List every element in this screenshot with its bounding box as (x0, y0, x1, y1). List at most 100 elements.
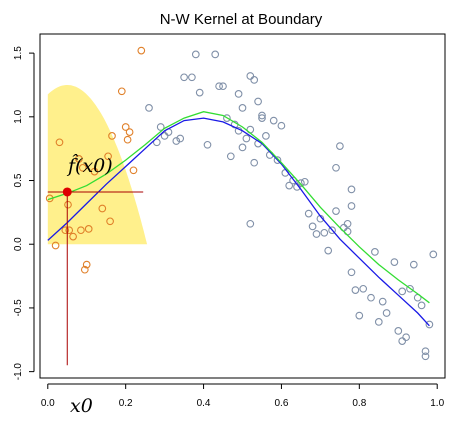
data-point-outside (152, 138, 161, 147)
data-point-outside (203, 140, 212, 149)
x-tick-label: 0.8 (352, 398, 366, 409)
data-point-outside (219, 82, 227, 91)
data-point-outside (312, 230, 321, 238)
kernel-window-layer (47, 85, 148, 245)
data-point-in-window (55, 138, 64, 147)
data-point-outside (367, 293, 375, 302)
data-point-outside (195, 88, 204, 97)
data-point-outside (289, 176, 297, 185)
data-point-outside (390, 258, 399, 266)
data-point-outside (156, 123, 165, 131)
y-tick-label: 0.0 (13, 237, 24, 251)
data-point-outside (262, 132, 270, 140)
data-point-outside (332, 207, 340, 215)
data-point-outside (223, 114, 231, 122)
x-tick-label: 0.0 (41, 398, 55, 409)
green-curve (47, 111, 430, 304)
data-point-outside (269, 116, 278, 125)
data-point-outside (359, 284, 368, 293)
data-point-in-window (117, 87, 126, 96)
y-tick-label: 1.0 (13, 109, 24, 123)
x-tick-label: 1.0 (430, 398, 444, 409)
data-point-outside (378, 297, 387, 306)
data-point-outside (324, 246, 333, 255)
data-point-outside (188, 73, 196, 82)
data-point-outside (285, 181, 294, 190)
data-point-in-window (106, 217, 114, 226)
data-point-outside (320, 228, 329, 237)
data-point-outside (371, 248, 379, 256)
data-point-outside (242, 134, 251, 143)
points-outside-layer (145, 50, 438, 361)
x-tick-label: 0.6 (274, 398, 288, 409)
data-point-in-window (104, 152, 112, 161)
data-point-outside (402, 333, 410, 342)
data-point-in-window (123, 135, 132, 144)
data-point-in-window (61, 226, 70, 235)
curves-layer (47, 111, 430, 327)
data-point-outside (382, 309, 391, 317)
estimate-marker-layer (47, 187, 144, 366)
data-point-outside (191, 50, 200, 59)
data-point-in-window (90, 167, 99, 176)
data-point-outside (374, 318, 383, 326)
data-point-outside (347, 268, 356, 277)
data-point-in-window (108, 132, 116, 140)
data-point-outside (258, 111, 266, 120)
blue-curve (47, 117, 430, 327)
x-tick-label: 0.2 (119, 398, 133, 409)
data-point-outside (246, 72, 255, 80)
data-point-outside (347, 185, 356, 194)
data-point-outside (398, 337, 407, 345)
data-point-in-window (121, 123, 130, 131)
y-tick-label: 0.5 (13, 173, 24, 187)
data-point-outside (234, 90, 243, 98)
chart-title: N-W Kernel at Boundary (160, 11, 323, 28)
data-point-in-window (84, 225, 93, 233)
data-point-outside (347, 202, 356, 210)
data-point-outside (421, 352, 430, 361)
data-point-outside (406, 284, 414, 293)
data-point-in-window (65, 226, 74, 235)
data-point-outside (343, 219, 352, 228)
data-point-outside (246, 219, 255, 228)
data-point-outside (277, 121, 286, 130)
data-point-outside (254, 97, 262, 106)
data-point-in-window (51, 241, 60, 250)
fhat-annotation: f̂(x0) (66, 154, 113, 177)
data-point-outside (332, 163, 340, 172)
data-point-outside (172, 137, 181, 145)
data-point-in-window (137, 46, 146, 55)
data-point-in-window (77, 226, 85, 235)
data-point-in-window (129, 166, 138, 175)
data-point-outside (297, 179, 305, 187)
data-point-in-window (80, 265, 89, 274)
data-point-in-window (69, 232, 77, 241)
data-point-outside (308, 222, 317, 231)
data-point-outside (336, 142, 344, 150)
data-point-outside (351, 286, 360, 294)
data-point-outside (211, 50, 220, 59)
data-point-in-window (75, 155, 83, 163)
fhat-point (62, 187, 72, 197)
data-point-outside (180, 73, 188, 82)
data-point-outside (226, 152, 235, 161)
data-point-outside (250, 76, 259, 84)
data-point-outside (304, 209, 313, 218)
data-point-outside (238, 143, 247, 152)
plot-frame (39, 33, 446, 379)
data-point-outside (300, 177, 309, 186)
data-point-outside (176, 134, 185, 143)
data-point-outside (355, 311, 364, 320)
data-point-outside (394, 327, 403, 335)
y-tick-label: 1.5 (13, 46, 24, 60)
y-tick-label: -0.5 (13, 299, 24, 317)
data-point-outside (328, 226, 336, 235)
y-tick-label: -1.0 (13, 363, 24, 381)
data-point-outside (421, 347, 430, 356)
x0-annotation: x0 (70, 395, 93, 417)
points-in-window-layer (45, 46, 146, 274)
data-point-in-window (125, 128, 134, 136)
y-axis: -1.0 -0.5 0.0 0.5 1.0 1.5 (13, 46, 35, 381)
